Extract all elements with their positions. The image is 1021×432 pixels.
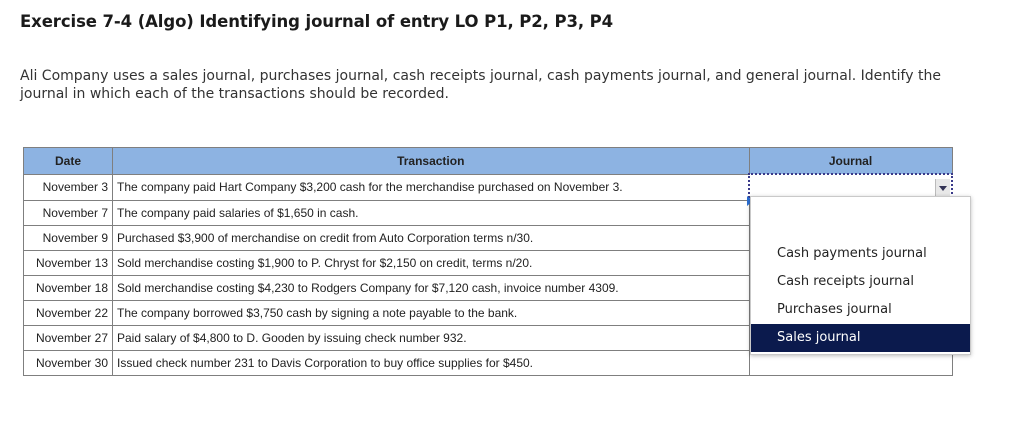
row-transaction: Sold merchandise costing $4,230 to Rodge…	[112, 275, 750, 301]
option-cash-payments-journal[interactable]: Cash payments journal	[777, 246, 927, 261]
row-date: November 22	[23, 300, 113, 326]
table-row: November 30 Issued check number 231 to D…	[23, 350, 953, 376]
date-column-header: Date	[23, 147, 113, 175]
row-date: November 13	[23, 250, 113, 276]
row-date: November 27	[23, 325, 113, 351]
row-date: November 9	[23, 225, 113, 251]
exercise-instructions: Ali Company uses a sales journal, purcha…	[20, 68, 941, 102]
chevron-down-icon[interactable]	[935, 179, 950, 197]
journal-dropdown-menu: Cash payments journal Cash receipts jour…	[750, 196, 971, 355]
row-date: November 3	[23, 173, 113, 201]
transaction-column-header: Transaction	[112, 147, 750, 175]
row-transaction: Issued check number 231 to Davis Corpora…	[112, 350, 750, 376]
row-date: November 7	[23, 199, 113, 226]
row-date: November 30	[23, 350, 113, 376]
option-purchases-journal[interactable]: Purchases journal	[777, 302, 892, 317]
row-transaction: The company paid Hart Company $3,200 cas…	[112, 173, 750, 201]
row-transaction: The company paid salaries of $1,650 in c…	[112, 199, 750, 226]
exercise-title: Exercise 7-4 (Algo) Identifying journal …	[20, 12, 614, 31]
journal-column-header: Journal	[748, 147, 953, 175]
row-transaction: Sold merchandise costing $1,900 to P. Ch…	[112, 250, 750, 276]
journal-table: Date Transaction Journal November 3 The …	[23, 147, 953, 376]
row-transaction: Purchased $3,900 of merchandise on credi…	[112, 225, 750, 251]
option-sales-journal[interactable]: Sales journal	[751, 324, 970, 352]
row-transaction: Paid salary of $4,800 to D. Gooden by is…	[112, 325, 750, 351]
row-transaction: The company borrowed $3,750 cash by sign…	[112, 300, 750, 326]
table-header-row: Date Transaction Journal	[23, 147, 953, 175]
row-date: November 18	[23, 275, 113, 301]
option-cash-receipts-journal[interactable]: Cash receipts journal	[777, 274, 914, 289]
